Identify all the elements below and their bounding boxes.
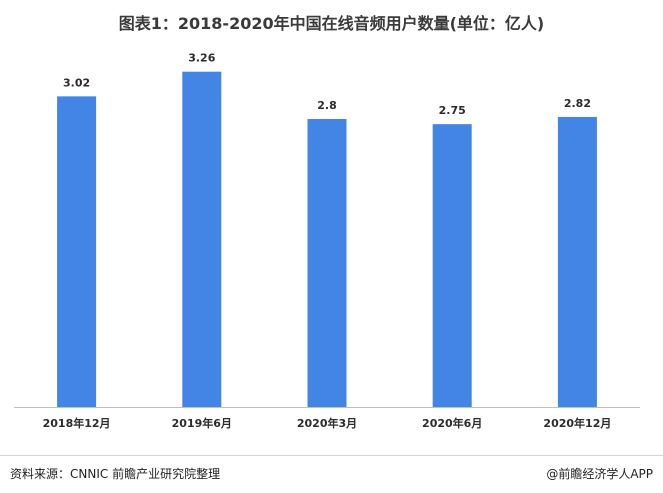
bar-5 [557,116,597,407]
bar-chart: 3.02 2018年12月 3.26 2019年6月 2.8 2020年3月 2.75 202… [14,52,640,430]
source-note: 资料来源：CNNIC 前瞻产业研究院整理 [10,467,221,481]
x-tick-label-3: 2020年3月 [297,416,357,430]
bar-1 [57,96,97,407]
bar-3 [307,119,347,407]
x-tick-label-4: 2020年6月 [422,416,482,430]
bar-4 [432,124,472,408]
value-label-1: 3.02 [63,76,90,89]
value-label-2: 3.26 [188,52,215,65]
footer-divider [0,455,663,456]
chart-title: 图表1：2018-2020年中国在线音频用户数量(单位：亿人) [118,14,545,33]
x-tick-label-2: 2019年6月 [172,416,232,430]
x-tick-label-5: 2020年12月 [543,416,611,430]
credit-note: @前瞻经济学人APP [546,467,653,481]
value-label-3: 2.8 [317,99,337,112]
value-label-4: 2.75 [439,104,466,117]
value-label-5: 2.82 [564,97,591,110]
x-tick-label-1: 2018年12月 [43,416,111,430]
bar-2 [182,71,222,407]
